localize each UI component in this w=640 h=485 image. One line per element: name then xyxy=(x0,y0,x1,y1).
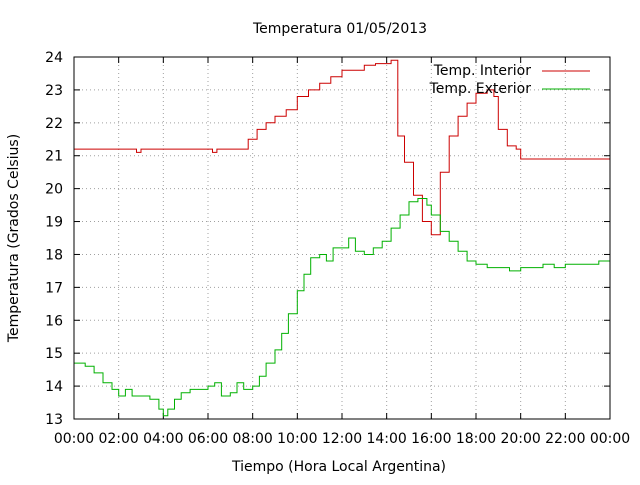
y-tick-label: 17 xyxy=(45,280,63,296)
y-tick-label: 18 xyxy=(45,247,63,263)
plot-frame xyxy=(73,56,611,420)
x-tick-label: 04:00 xyxy=(143,431,183,447)
x-tick-label: 02:00 xyxy=(98,431,138,447)
y-tick-label: 24 xyxy=(45,50,63,66)
x-tick-label: 00:00 xyxy=(590,431,630,447)
x-tick-label: 14:00 xyxy=(366,431,406,447)
y-tick-label: 16 xyxy=(45,313,63,329)
grid xyxy=(74,57,610,419)
x-tick-label: 18:00 xyxy=(456,431,496,447)
y-tick-label: 22 xyxy=(45,116,63,132)
y-tick-label: 13 xyxy=(45,412,63,428)
x-axis-ticks: 00:00 02:00 04:00 06:00 08:00 10:00 12:00 14:00… xyxy=(54,57,630,447)
x-tick-label: 06:00 xyxy=(188,431,228,447)
y-tick-label: 21 xyxy=(45,149,63,165)
y-tick-label: 14 xyxy=(45,379,63,395)
y-tick-label: 23 xyxy=(45,83,63,99)
x-tick-label: 16:00 xyxy=(411,431,451,447)
x-tick-label: 12:00 xyxy=(322,431,362,447)
x-tick-label: 22:00 xyxy=(545,431,585,447)
y-tick-label: 19 xyxy=(45,215,63,231)
legend-label-interior: Temp. Interior xyxy=(433,63,532,79)
x-tick-label: 20:00 xyxy=(500,431,540,447)
legend-label-exterior: Temp. Exterior xyxy=(429,81,532,97)
x-axis-label: Tiempo (Hora Local Argentina) xyxy=(231,459,446,475)
y-axis-label: Temperatura (Grados Celsius) xyxy=(6,134,22,343)
x-tick-label: 00:00 xyxy=(54,431,94,447)
legend: Temp. Interior Temp. Exterior xyxy=(429,63,590,97)
series-line-exterior xyxy=(74,198,610,417)
chart-title: Temperatura 01/05/2013 xyxy=(252,21,427,37)
y-tick-label: 15 xyxy=(45,346,63,362)
x-tick-label: 08:00 xyxy=(232,431,272,447)
y-tick-label: 20 xyxy=(45,182,63,198)
y-axis-ticks: 13 14 15 16 17 18 19 20 21 22 23 24 xyxy=(45,50,610,428)
series-lines xyxy=(74,59,610,417)
series-line-interior xyxy=(74,59,610,236)
x-tick-label: 10:00 xyxy=(277,431,317,447)
